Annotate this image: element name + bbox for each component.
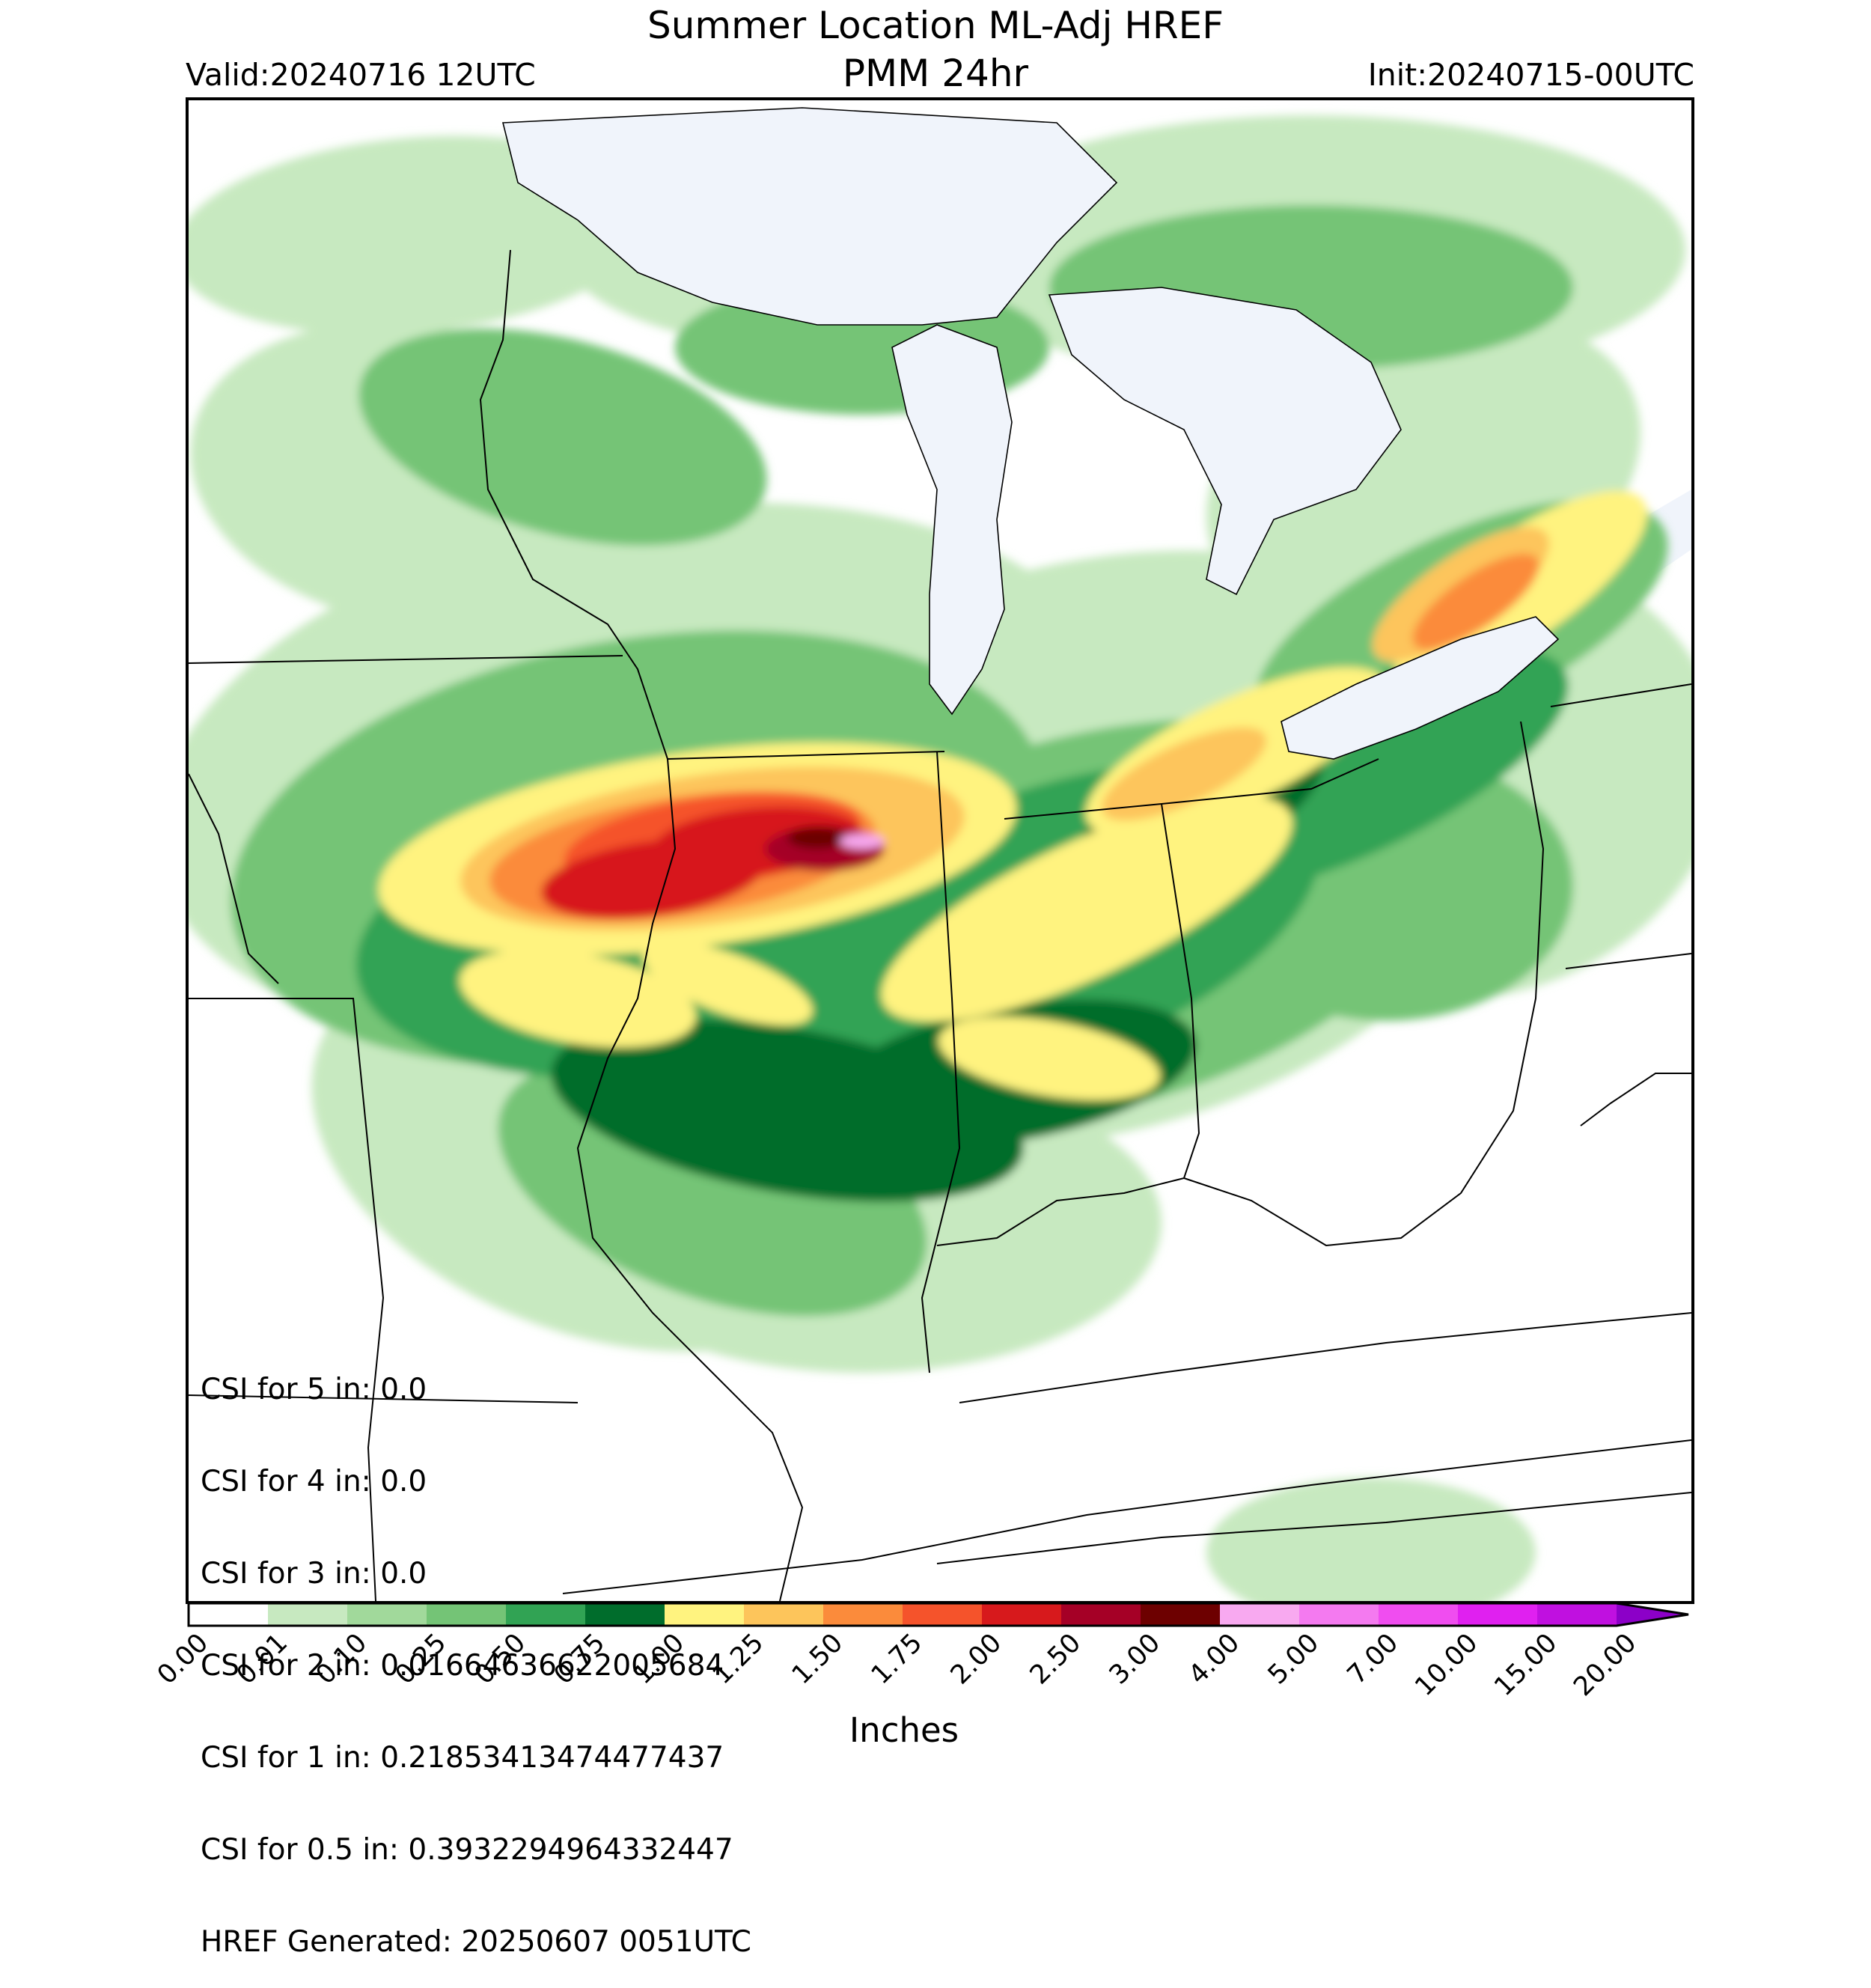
chart-title-line2: PMM 24hr <box>842 52 1029 95</box>
lake-erie-shoreline <box>1281 616 1560 760</box>
colorbar-swatch <box>347 1603 427 1626</box>
precip-blob <box>358 329 767 546</box>
colorbar-swatch <box>585 1603 665 1626</box>
csi-1in: CSI for 1 in: 0.21853413474477437 <box>201 1741 724 1775</box>
csi-3in: CSI for 3 in: 0.0 <box>201 1557 427 1591</box>
colorbar-swatch <box>1141 1603 1220 1626</box>
boundary-line <box>936 1492 1691 1564</box>
boundary-line <box>921 751 961 1373</box>
precip-blob <box>787 826 847 849</box>
colorbar <box>187 1602 1689 1627</box>
csi-4in: CSI for 4 in: 0.0 <box>201 1465 427 1498</box>
init-time-label: Init:20240715-00UTC <box>1367 57 1694 93</box>
colorbar-tick-label: 3.00 <box>1103 1628 1167 1691</box>
lake-superior-shoreline <box>501 107 1118 326</box>
colorbar-swatch <box>189 1603 268 1626</box>
csi-5in: CSI for 5 in: 0.0 <box>201 1373 427 1406</box>
precip-blob <box>1412 553 1539 650</box>
valid-time-label: Valid:20240716 12UTC <box>186 57 536 93</box>
colorbar-tick-label: 1.75 <box>865 1628 929 1691</box>
csi-05in: CSI for 0.5 in: 0.3932294964332447 <box>201 1833 733 1867</box>
colorbar-tick-label: 5.00 <box>1262 1628 1325 1691</box>
colorbar-swatch <box>823 1603 903 1626</box>
precip-blob <box>881 796 1292 1022</box>
chart-title-line1: Summer Location ML-Adj HREF <box>647 4 1224 47</box>
csi-2in: CSI for 2 in: 0.016646366220056​84 <box>201 1649 724 1683</box>
colorbar-swatch <box>982 1603 1061 1626</box>
precip-blob <box>840 834 885 849</box>
colorbar-swatch <box>506 1603 585 1626</box>
colorbar-tick-label: 4.00 <box>1182 1628 1246 1691</box>
colorbar-tick-label: 2.50 <box>1024 1628 1087 1691</box>
precip-blob <box>938 1016 1160 1100</box>
colorbar-swatch <box>1537 1603 1617 1626</box>
precip-blob <box>1206 1478 1536 1601</box>
colorbar-tick-label: 20.00 <box>1568 1628 1643 1703</box>
colorbar-tick-label: 15.00 <box>1489 1628 1563 1703</box>
precipitation-map-canvas <box>189 107 1691 1601</box>
precip-blob <box>642 942 813 1025</box>
boundary-line <box>189 1394 579 1403</box>
href-generated: HREF Generated: 20250607 0051UTC <box>201 1925 751 1959</box>
colorbar-label: Inches <box>849 1710 959 1750</box>
colorbar-tick-label: 10.00 <box>1409 1628 1484 1703</box>
boundary-line <box>936 803 1200 1246</box>
boundary-line <box>479 249 804 1601</box>
lake-shorelines <box>501 107 1560 760</box>
boundary-line <box>1004 758 1379 820</box>
colorbar-swatch <box>744 1603 823 1626</box>
colorbar-swatch <box>427 1603 506 1626</box>
boundary-line <box>1550 683 1691 707</box>
boundary-line <box>562 1439 1691 1594</box>
colorbar-extend-arrow <box>1617 1603 1688 1626</box>
boundary-line <box>189 773 279 984</box>
precip-blob <box>460 949 696 1048</box>
colorbar-swatch <box>1379 1603 1458 1626</box>
boundary-line <box>1565 953 1691 969</box>
precipitation-map <box>186 97 1694 1604</box>
colorbar-swatch <box>1061 1603 1141 1626</box>
precip-blob <box>1101 727 1267 821</box>
colorbar-tick-label: 2.00 <box>944 1628 1008 1691</box>
colorbar-swatch <box>1458 1603 1537 1626</box>
lake-huron-shoreline <box>1048 287 1402 596</box>
lake-michigan-shoreline <box>891 324 1013 716</box>
boundary-line <box>1580 1073 1691 1126</box>
colorbar-swatch <box>1220 1603 1299 1626</box>
state-boundaries <box>189 249 1691 1601</box>
boundary-line <box>189 655 623 664</box>
boundary-line <box>667 751 945 760</box>
colorbar-swatch <box>268 1603 347 1626</box>
boundary-line <box>189 998 385 1601</box>
boundary-line <box>959 1312 1691 1403</box>
colorbar-swatch <box>1299 1603 1379 1626</box>
colorbar-tick-label: 1.50 <box>786 1628 849 1691</box>
boundary-line <box>1183 721 1545 1247</box>
colorbar-swatch <box>903 1603 982 1626</box>
colorbar-swatch <box>665 1603 744 1626</box>
colorbar-tick-label: 7.00 <box>1341 1628 1405 1691</box>
colorbar-outline <box>187 1602 1689 1627</box>
